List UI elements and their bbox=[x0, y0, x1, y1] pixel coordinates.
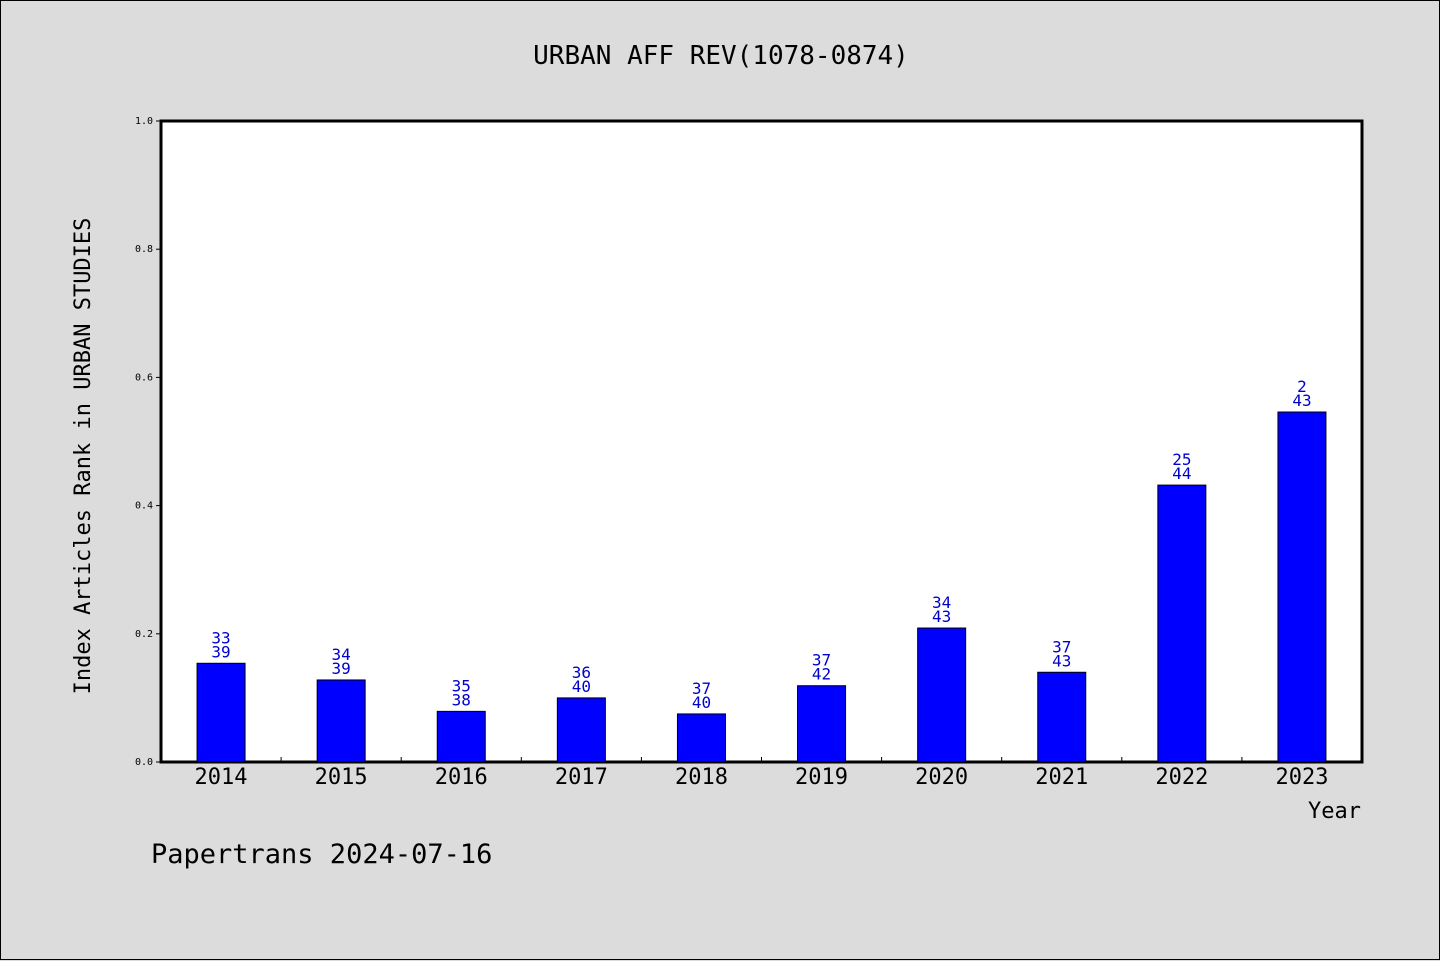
bar-total-label: 42 bbox=[812, 665, 831, 684]
x-tick-label: 2023 bbox=[1275, 765, 1328, 790]
bar bbox=[1277, 411, 1327, 763]
bar-rank-label: 37 bbox=[692, 679, 711, 698]
bar bbox=[1157, 484, 1207, 763]
bar bbox=[917, 627, 967, 763]
y-tick-label: 0.6 bbox=[135, 372, 153, 383]
x-tick-label: 2021 bbox=[1035, 765, 1088, 790]
bar bbox=[316, 679, 366, 763]
x-tick-label: 2015 bbox=[315, 765, 368, 790]
ticks-layer: 0.0 0.2 0.4 0.6 0.8 1.0 2014 2015 2016 2017 2018 20… bbox=[135, 116, 1329, 790]
x-axis-label: Year bbox=[1308, 799, 1361, 824]
bar-rank-label: 34 bbox=[332, 645, 351, 664]
bar-total-label: 43 bbox=[932, 607, 951, 626]
bar-rank-label: 36 bbox=[572, 663, 591, 682]
bar bbox=[556, 697, 606, 763]
bar-rank-label: 35 bbox=[452, 676, 471, 695]
y-tick-label: 0.2 bbox=[135, 629, 153, 640]
y-tick-label: 0.4 bbox=[135, 501, 153, 512]
bar-rank-label: 37 bbox=[812, 651, 831, 670]
bar-total-label: 40 bbox=[692, 693, 711, 712]
y-tick-label: 0.0 bbox=[135, 757, 153, 768]
bar bbox=[676, 713, 726, 763]
x-tick-label: 2022 bbox=[1155, 765, 1208, 790]
bar-total-label: 39 bbox=[332, 659, 351, 678]
bar bbox=[196, 662, 246, 763]
y-axis-label: Index Articles Rank in URBAN STUDIES bbox=[71, 218, 96, 695]
bar-total-label: 38 bbox=[452, 690, 471, 709]
bar-rank-label: 34 bbox=[932, 593, 951, 612]
bar-total-label: 43 bbox=[1052, 651, 1071, 670]
bar-total-label: 43 bbox=[1292, 391, 1311, 410]
x-tick-label: 2019 bbox=[795, 765, 848, 790]
chart-title: URBAN AFF REV(1078-0874) bbox=[533, 41, 909, 71]
bar-total-label: 40 bbox=[572, 677, 591, 696]
footer-watermark: Papertrans 2024-07-16 bbox=[151, 839, 492, 870]
bar bbox=[436, 710, 486, 763]
y-tick-label: 0.8 bbox=[135, 244, 153, 255]
bar bbox=[1037, 671, 1087, 763]
x-tick-label: 2017 bbox=[555, 765, 608, 790]
x-tick-label: 2020 bbox=[915, 765, 968, 790]
bar-rank-label: 2 bbox=[1297, 377, 1307, 396]
bar bbox=[797, 685, 847, 763]
bar-total-label: 39 bbox=[211, 642, 230, 661]
bar-rank-label: 33 bbox=[211, 628, 230, 647]
bar-rank-label: 25 bbox=[1172, 450, 1191, 469]
x-tick-label: 2016 bbox=[435, 765, 488, 790]
x-tick-label: 2014 bbox=[195, 765, 248, 790]
y-tick-label: 1.0 bbox=[135, 116, 153, 127]
bar-total-label: 44 bbox=[1172, 464, 1191, 483]
bar-rank-label: 37 bbox=[1052, 637, 1071, 656]
x-tick-label: 2018 bbox=[675, 765, 728, 790]
